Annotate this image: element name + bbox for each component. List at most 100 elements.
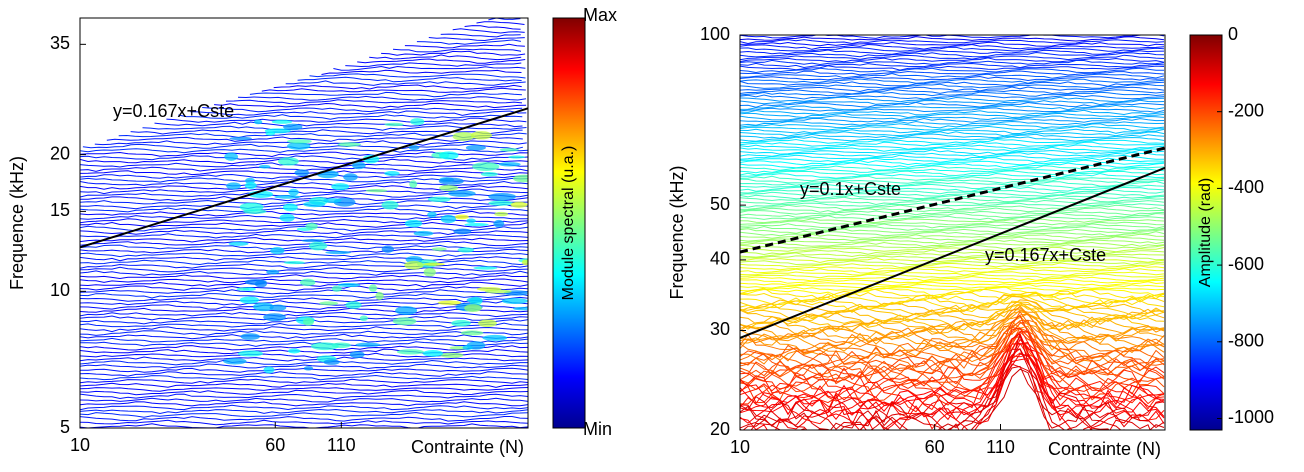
- contour-blob: [303, 366, 314, 371]
- contour-line: [740, 101, 1165, 108]
- contour-line: [740, 49, 1165, 55]
- contour-blob: [303, 201, 326, 208]
- contour-line: [740, 262, 1165, 269]
- contour-blob: [239, 202, 264, 212]
- contour-line: [740, 365, 1122, 430]
- contour-line: [740, 186, 1165, 192]
- contour-blob: [368, 284, 378, 292]
- contour-line: [80, 296, 528, 303]
- axes-frame: [79, 17, 529, 429]
- contour-line: [740, 291, 1165, 310]
- contour-line: [261, 87, 526, 93]
- contour-line: [740, 75, 1165, 82]
- contour-line: [740, 43, 1165, 50]
- contour-line: [740, 178, 1165, 185]
- contour-line: [740, 215, 1165, 221]
- contour-line: [94, 140, 527, 146]
- contour-line: [740, 343, 1165, 395]
- contour-line: [80, 225, 528, 232]
- contour-line: [740, 189, 1165, 195]
- y-tick-label: 10: [50, 280, 70, 300]
- contour-line: [154, 121, 523, 128]
- contour-line: [740, 320, 1165, 371]
- colorbar: [1189, 34, 1223, 431]
- contour-line: [740, 94, 1165, 100]
- contour-line: [740, 352, 1165, 413]
- y-tick-label: 50: [710, 194, 730, 214]
- contour-line: [740, 86, 1165, 93]
- contour-blob: [375, 291, 384, 301]
- contour-line: [80, 270, 528, 276]
- contour-line: [740, 96, 1165, 103]
- contour-line: [742, 348, 1151, 430]
- contour-line: [740, 80, 1165, 87]
- contour-line: [80, 382, 528, 388]
- contour-line: [740, 353, 1165, 416]
- contour-blob: [331, 183, 350, 191]
- y-tick-label: 20: [710, 419, 730, 439]
- contour-line: [80, 289, 528, 295]
- contour-line: [740, 120, 1165, 126]
- contour-line: [321, 69, 522, 75]
- contour-blob: [239, 296, 260, 304]
- contour-blob: [305, 222, 318, 230]
- contour-line: [273, 84, 522, 90]
- contour-line: [740, 290, 1165, 303]
- contour-blob: [521, 259, 528, 266]
- contour-line: [740, 220, 1165, 226]
- contour-blob: [408, 145, 420, 151]
- contour-line: [740, 218, 1165, 224]
- contour-blob: [266, 269, 280, 275]
- contour-line: [740, 67, 1165, 74]
- contour-blob: [226, 182, 241, 190]
- colorbar-label: Module spectral (u.a.): [560, 146, 577, 301]
- contour-line: [740, 131, 1165, 137]
- contour-blob: [265, 131, 276, 136]
- contour-line: [440, 33, 521, 38]
- contour-blob: [325, 250, 352, 255]
- contour-line: [80, 333, 528, 340]
- contour-line: [740, 141, 1165, 147]
- contour-line: [740, 249, 1165, 256]
- contour-line: [740, 309, 1165, 334]
- contour-blob: [236, 287, 250, 291]
- contour-blob: [466, 218, 476, 224]
- contour-blob: [427, 211, 437, 218]
- contour-blob: [472, 162, 500, 171]
- contour-line: [740, 304, 1165, 332]
- contour-blob: [484, 289, 512, 294]
- contour-blob: [282, 203, 298, 212]
- contour-line: [740, 78, 1165, 84]
- contour-line: [740, 287, 1165, 301]
- contour-blob: [439, 151, 459, 160]
- contour-line: [428, 37, 525, 42]
- contour-blob: [244, 182, 257, 190]
- contour-line: [740, 175, 1165, 182]
- contour-blob: [224, 152, 239, 161]
- contour-line: [740, 363, 1165, 430]
- y-tick-label: 30: [710, 319, 730, 339]
- contour-line: [333, 65, 526, 71]
- contour-blob: [452, 132, 475, 141]
- contour-line: [740, 293, 1165, 314]
- contour-blob: [323, 359, 340, 365]
- contour-blob: [478, 319, 497, 328]
- contour-blob: [499, 148, 519, 152]
- contour-line: [740, 241, 1165, 248]
- contour-blob: [337, 282, 361, 288]
- contour-line: [80, 158, 528, 165]
- contour-line: [740, 338, 1165, 430]
- contour-line: [80, 263, 528, 269]
- contour-line: [740, 104, 1165, 111]
- colorbar: [552, 17, 586, 429]
- contour-line: [740, 309, 1165, 345]
- contour-line: [740, 303, 1165, 325]
- contour-blob: [283, 123, 303, 131]
- contour-blob: [288, 348, 301, 354]
- contour-blob: [404, 219, 423, 228]
- contour-line: [80, 151, 528, 158]
- contour-line: [740, 291, 1165, 308]
- contour-line: [80, 199, 528, 206]
- contour-line: [452, 28, 525, 34]
